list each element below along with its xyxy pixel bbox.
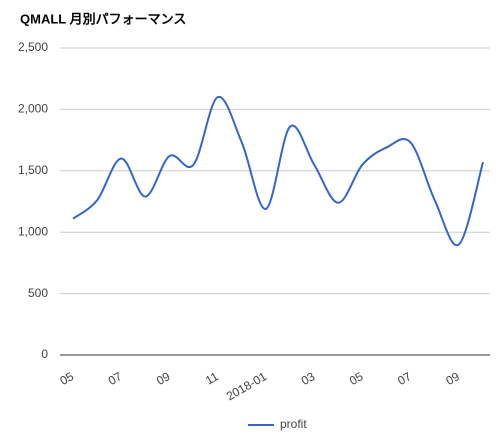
x-tick-label: 05 (347, 369, 366, 388)
y-tick-label: 0 (41, 347, 48, 361)
x-tick-label: 2018-01 (224, 369, 269, 403)
y-tick-label: 2,500 (18, 40, 48, 54)
x-tick-label: 07 (395, 369, 414, 388)
y-tick-label: 500 (28, 286, 48, 300)
x-tick-label: 07 (106, 369, 125, 388)
x-tick-label: 09 (154, 369, 173, 388)
y-tick-label: 1,000 (18, 224, 48, 238)
x-tick-label: 05 (58, 369, 77, 388)
chart-title: QMALL 月別パフォーマンス (20, 11, 186, 26)
legend-label: profit (280, 417, 307, 431)
x-tick-label: 09 (443, 369, 462, 388)
y-tick-label: 2,000 (18, 102, 48, 116)
data-line (72, 96, 484, 247)
y-tick-label: 1,500 (18, 163, 48, 177)
x-tick-label: 11 (203, 369, 221, 388)
x-tick-label: 03 (299, 369, 318, 388)
